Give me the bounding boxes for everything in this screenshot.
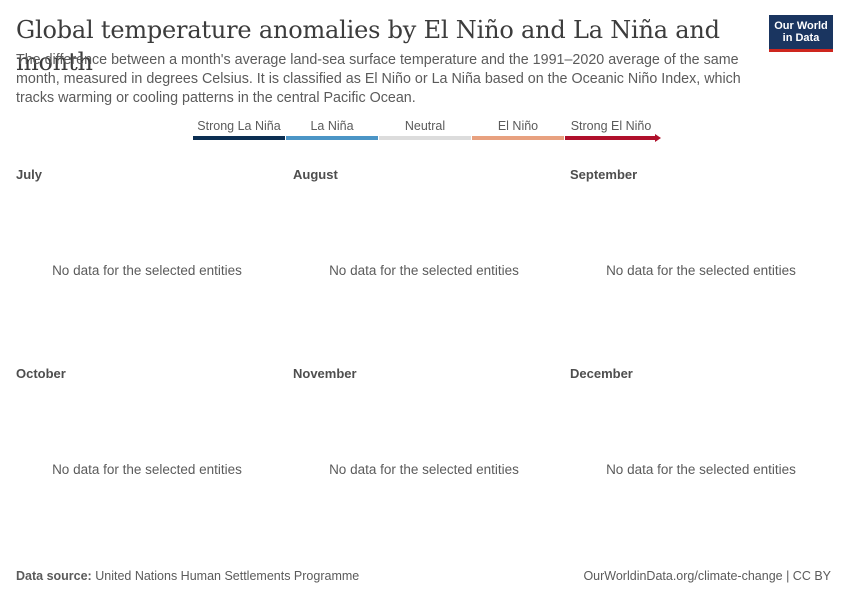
- legend-item-la-nina[interactable]: La Niña: [286, 117, 378, 143]
- facet-panel-november: November No data for the selected entiti…: [293, 366, 555, 546]
- legend-item-strong-el-nino[interactable]: Strong El Niño: [565, 117, 661, 143]
- legend-label: Neutral: [404, 119, 446, 133]
- legend-label: La Niña: [310, 119, 354, 133]
- legend-swatch: [379, 136, 471, 140]
- facet-title: July: [16, 167, 43, 182]
- logo-line-1: Our World: [774, 20, 828, 32]
- logo-line-2: in Data: [782, 32, 820, 44]
- legend-swatch: [193, 136, 285, 140]
- facet-title: November: [293, 366, 357, 381]
- chart-subtitle: The difference between a month's average…: [16, 52, 741, 106]
- facet-panel-september: September No data for the selected entit…: [570, 167, 832, 347]
- legend-swatch: [286, 136, 378, 140]
- legend-item-el-nino[interactable]: El Niño: [472, 117, 564, 143]
- data-source: Data source: United Nations Human Settle…: [16, 569, 359, 583]
- legend-swatch: [565, 136, 657, 140]
- legend-item-neutral[interactable]: Neutral: [379, 117, 471, 143]
- no-data-message: No data for the selected entities: [329, 263, 519, 278]
- legend-item-strong-la-nina[interactable]: Strong La Niña: [193, 117, 285, 143]
- facet-panel-august: August No data for the selected entities: [293, 167, 555, 347]
- facet-title: December: [570, 366, 633, 381]
- legend-arrow-icon: [655, 134, 661, 142]
- no-data-message: No data for the selected entities: [606, 263, 796, 278]
- chart-title: Global temperature anomalies by El Niño …: [16, 16, 720, 76]
- no-data-message: No data for the selected entities: [606, 462, 796, 477]
- facet-title: August: [293, 167, 338, 182]
- data-source-label: Data source:: [16, 569, 92, 583]
- data-source-link[interactable]: United Nations Human Settlements Program…: [95, 569, 360, 583]
- no-data-message: No data for the selected entities: [52, 462, 242, 477]
- legend-label: El Niño: [497, 119, 539, 133]
- legend-swatch: [472, 136, 564, 140]
- no-data-message: No data for the selected entities: [52, 263, 242, 278]
- facet-title: September: [570, 167, 638, 182]
- facet-title: October: [16, 366, 66, 381]
- owid-logo[interactable]: Our World in Data: [769, 15, 833, 52]
- credit-link[interactable]: OurWorldinData.org/climate-change | CC B…: [583, 569, 831, 583]
- legend-label: Strong La Niña: [197, 119, 281, 133]
- facet-panel-october: October No data for the selected entitie…: [16, 366, 278, 546]
- facet-panel-december: December No data for the selected entiti…: [570, 366, 832, 546]
- no-data-message: No data for the selected entities: [329, 462, 519, 477]
- facet-panel-july: July No data for the selected entities: [16, 167, 278, 347]
- legend-label: Strong El Niño: [570, 119, 652, 133]
- color-legend: Strong La Niña La Niña Neutral El Niño S…: [193, 117, 661, 143]
